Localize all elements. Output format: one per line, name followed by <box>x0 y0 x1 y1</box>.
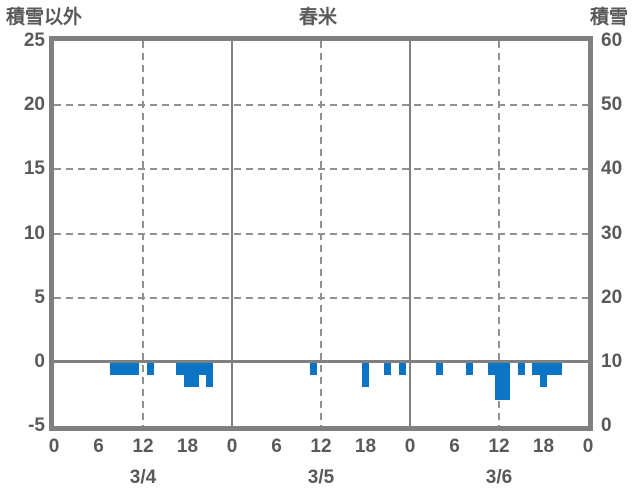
bar <box>465 361 474 375</box>
x-axis-tick-label: 18 <box>176 436 199 457</box>
bar <box>398 361 407 375</box>
chart-title: 春米 <box>298 7 337 28</box>
x-axis-tick-label: 6 <box>449 436 460 457</box>
bar <box>384 361 392 375</box>
gridline-vertical-noon <box>142 41 144 426</box>
bar <box>502 361 511 401</box>
y-axis-tick-label-left: 15 <box>23 158 45 180</box>
bar <box>206 361 214 388</box>
bar <box>124 361 132 375</box>
bar <box>176 361 184 375</box>
day-boundary-line <box>231 41 233 426</box>
y-axis-tick-label-right: 60 <box>601 30 623 51</box>
bar <box>539 361 548 388</box>
gridline-vertical-noon <box>498 41 500 426</box>
x-axis-tick-label: 6 <box>271 436 282 457</box>
y-axis-tick-label-left: 25 <box>23 30 45 51</box>
date-label: 3/4 <box>129 467 157 488</box>
y-axis-tick-label-right: 30 <box>601 222 623 244</box>
bar <box>361 361 370 388</box>
bar <box>547 361 555 375</box>
y-axis-tick-label-right: 0 <box>601 415 612 436</box>
day-boundary-line <box>409 41 411 426</box>
bar <box>435 361 444 375</box>
bar <box>191 361 199 388</box>
x-axis-tick-label: 12 <box>488 436 510 457</box>
y-axis-tick-label-left: 5 <box>34 286 45 308</box>
x-axis-tick-label: 6 <box>93 436 104 457</box>
bar <box>532 361 540 375</box>
bar <box>487 361 496 375</box>
bar <box>183 361 192 388</box>
plot-border <box>49 36 593 431</box>
y-axis-tick-label-right: 40 <box>601 158 623 180</box>
right-axis-title: 積雪 <box>589 7 628 28</box>
bar <box>131 361 140 375</box>
x-axis-tick-label: 0 <box>226 436 238 457</box>
bar <box>109 361 118 375</box>
bar <box>146 361 155 375</box>
y-axis-tick-label-right: 50 <box>601 94 623 116</box>
zero-line <box>54 360 588 364</box>
x-axis-tick-label: 12 <box>132 436 154 457</box>
x-axis-tick-label: 0 <box>582 436 594 457</box>
x-axis-tick-label: 0 <box>48 436 60 457</box>
bar <box>517 361 525 375</box>
y-axis-tick-label-left: 20 <box>23 94 45 116</box>
bar <box>117 361 125 375</box>
y-axis-tick-label-left: 0 <box>34 350 45 372</box>
gridline-vertical-noon <box>320 41 322 426</box>
x-axis-tick-label: 0 <box>404 436 416 457</box>
y-axis-tick-label-right: 20 <box>601 286 623 308</box>
date-label: 3/6 <box>485 467 513 488</box>
x-axis-tick-label: 18 <box>354 436 377 457</box>
y-axis-tick-label-left: 10 <box>23 222 45 244</box>
y-axis-tick-label-right: 10 <box>601 350 623 372</box>
bar <box>198 361 207 375</box>
x-axis-tick-label: 12 <box>310 436 332 457</box>
bar <box>309 361 318 375</box>
bar <box>495 361 503 401</box>
date-label: 3/5 <box>307 467 335 488</box>
bar <box>554 361 563 375</box>
left-axis-title: 積雪以外 <box>6 7 83 28</box>
y-axis-tick-label-left: -5 <box>28 415 45 436</box>
x-axis-tick-label: 18 <box>532 436 555 457</box>
